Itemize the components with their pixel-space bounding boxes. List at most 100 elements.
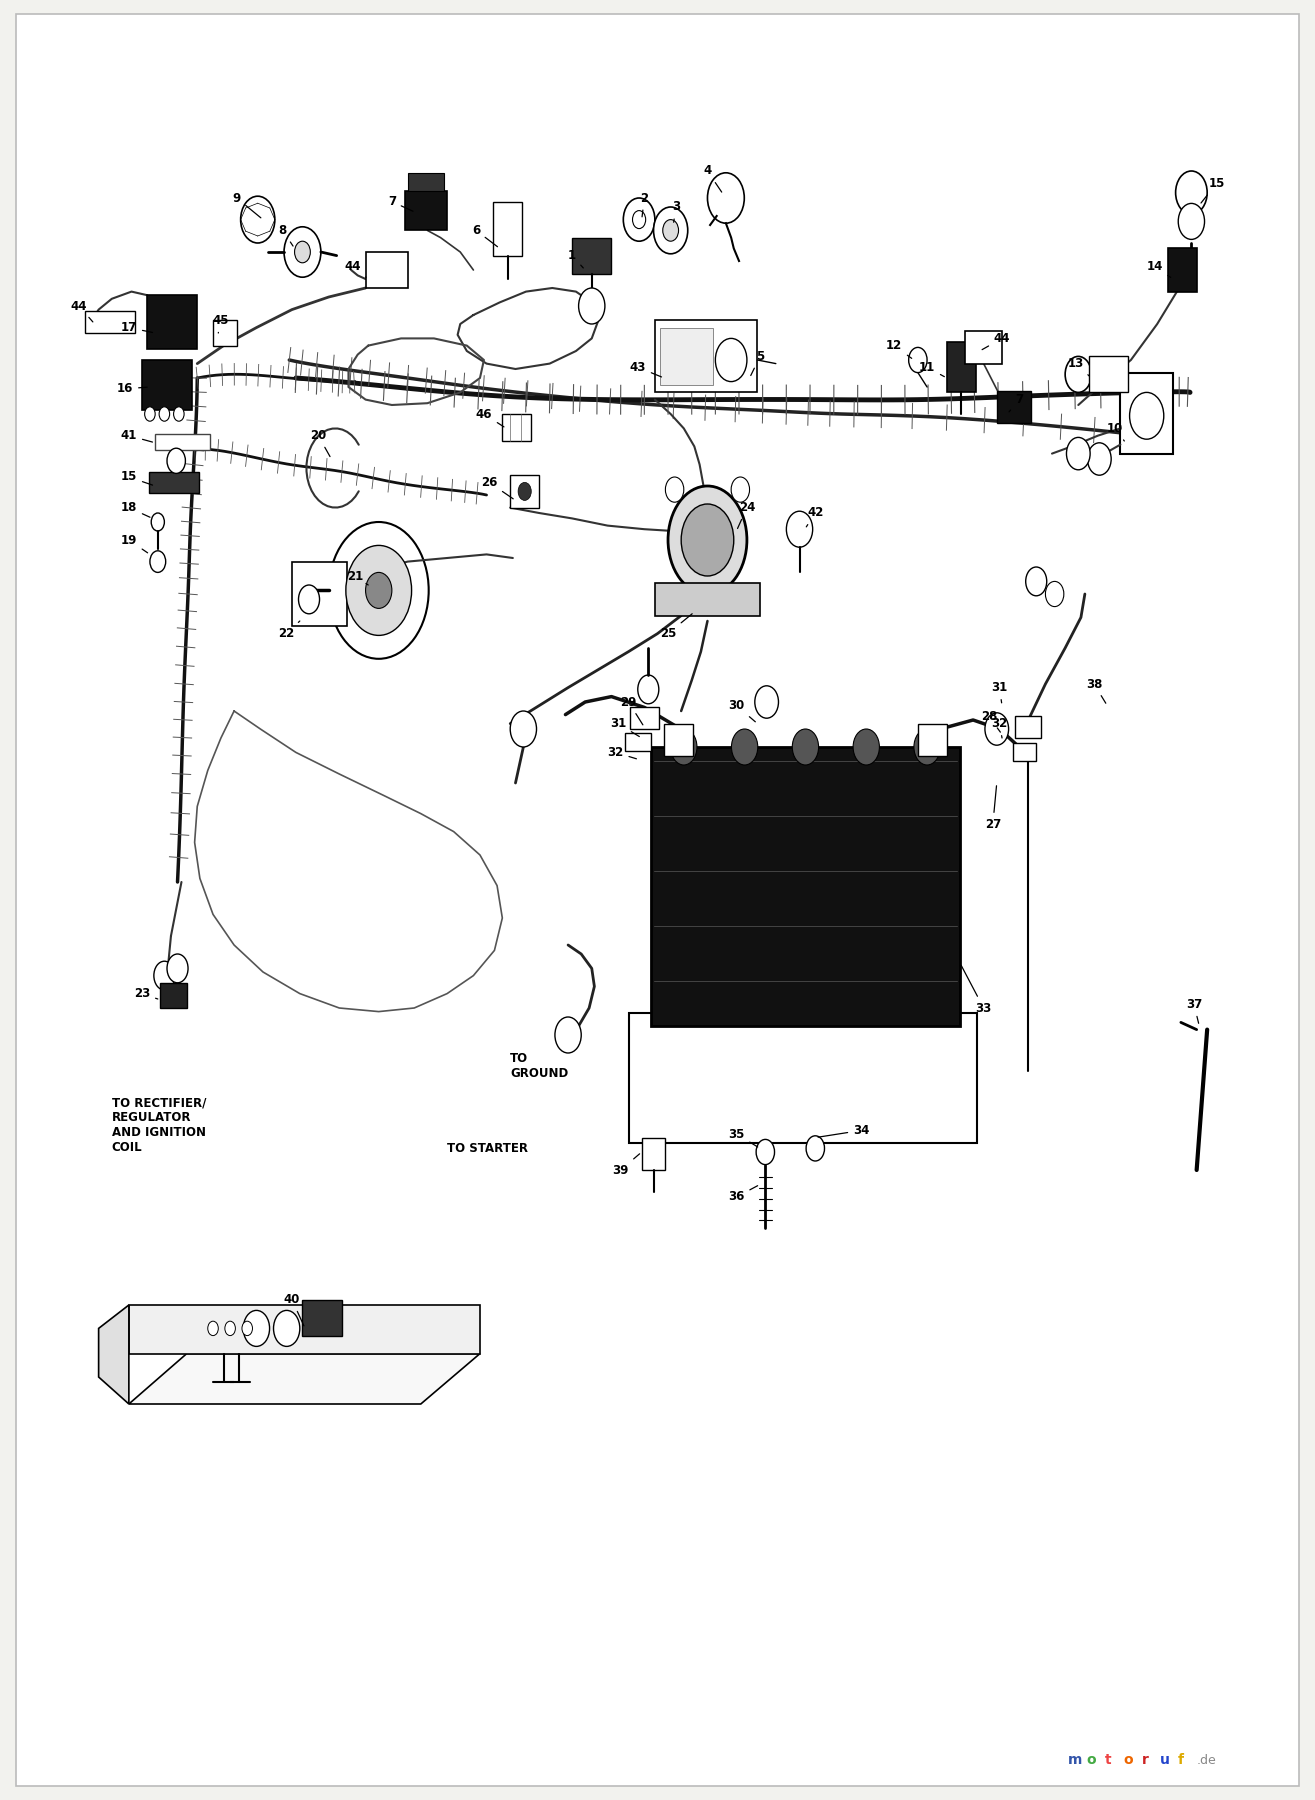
Circle shape: [792, 729, 818, 765]
Text: 8: 8: [279, 223, 293, 247]
Circle shape: [284, 227, 321, 277]
Bar: [1120, 373, 1173, 454]
Bar: [642, 1138, 665, 1170]
Bar: [651, 747, 960, 1026]
Text: 34: 34: [818, 1123, 869, 1138]
Circle shape: [715, 338, 747, 382]
Text: 29: 29: [621, 695, 643, 725]
Text: 6: 6: [472, 223, 497, 247]
Circle shape: [707, 173, 744, 223]
Text: 12: 12: [886, 338, 911, 358]
Circle shape: [154, 961, 175, 990]
Polygon shape: [129, 1305, 480, 1354]
Text: TO STARTER: TO STARTER: [447, 1141, 529, 1156]
Bar: [147, 295, 197, 349]
Bar: [629, 1013, 977, 1143]
Text: 17: 17: [121, 320, 153, 335]
Circle shape: [145, 407, 155, 421]
Bar: [502, 414, 531, 441]
Text: 38: 38: [1086, 677, 1106, 704]
Circle shape: [150, 551, 166, 572]
Bar: [1168, 248, 1197, 292]
Text: 26: 26: [481, 475, 513, 499]
Circle shape: [1066, 437, 1090, 470]
Bar: [155, 434, 210, 450]
Circle shape: [806, 1136, 825, 1161]
Text: 4: 4: [704, 164, 722, 193]
Circle shape: [510, 711, 537, 747]
Circle shape: [167, 954, 188, 983]
Circle shape: [167, 448, 185, 473]
Bar: [149, 472, 199, 493]
Text: 11: 11: [919, 360, 944, 376]
Circle shape: [663, 220, 679, 241]
Circle shape: [633, 211, 646, 229]
Text: 18: 18: [121, 500, 150, 517]
Text: 40: 40: [284, 1292, 304, 1327]
Circle shape: [909, 347, 927, 373]
Polygon shape: [99, 1305, 129, 1404]
Circle shape: [299, 585, 320, 614]
Bar: [965, 331, 1002, 364]
Bar: [366, 252, 408, 288]
Circle shape: [985, 713, 1009, 745]
Text: 25: 25: [660, 614, 692, 641]
Circle shape: [1130, 392, 1164, 439]
Text: 33: 33: [961, 965, 992, 1015]
Bar: [1089, 356, 1128, 392]
Text: t: t: [1105, 1753, 1111, 1768]
Bar: [302, 1300, 342, 1336]
Circle shape: [681, 504, 734, 576]
Bar: [160, 983, 187, 1008]
Bar: [213, 320, 237, 346]
Bar: [918, 724, 947, 756]
Bar: [493, 202, 522, 256]
Circle shape: [853, 729, 880, 765]
Bar: [664, 724, 693, 756]
Text: r: r: [1141, 1753, 1148, 1768]
Text: 22: 22: [279, 621, 300, 641]
Circle shape: [329, 522, 429, 659]
Circle shape: [208, 1321, 218, 1336]
Circle shape: [668, 486, 747, 594]
Text: 32: 32: [608, 745, 636, 760]
Text: 30: 30: [729, 698, 755, 722]
Text: 45: 45: [213, 313, 229, 333]
Circle shape: [159, 407, 170, 421]
Circle shape: [671, 729, 697, 765]
Bar: [1015, 716, 1041, 738]
Text: u: u: [1160, 1753, 1170, 1768]
Text: 44: 44: [71, 299, 93, 322]
Text: 44: 44: [982, 331, 1010, 349]
Text: 36: 36: [729, 1186, 757, 1204]
Circle shape: [665, 477, 684, 502]
Bar: [630, 707, 659, 729]
Text: 19: 19: [121, 533, 147, 553]
Circle shape: [225, 1321, 235, 1336]
Circle shape: [274, 1310, 300, 1346]
Circle shape: [914, 729, 940, 765]
Circle shape: [243, 1310, 270, 1346]
Bar: [997, 391, 1031, 423]
Circle shape: [638, 675, 659, 704]
Text: TO
GROUND: TO GROUND: [510, 1051, 568, 1080]
Text: 31: 31: [992, 680, 1007, 702]
Text: 14: 14: [1147, 259, 1170, 277]
Circle shape: [1088, 443, 1111, 475]
Circle shape: [623, 198, 655, 241]
Text: .de: .de: [1197, 1753, 1216, 1768]
Bar: [292, 562, 347, 626]
Text: 39: 39: [613, 1154, 639, 1177]
Circle shape: [346, 545, 412, 635]
Text: TO RECTIFIER/
REGULATOR
AND IGNITION
COIL: TO RECTIFIER/ REGULATOR AND IGNITION COI…: [112, 1096, 206, 1154]
Circle shape: [366, 572, 392, 608]
Circle shape: [241, 196, 275, 243]
Text: 9: 9: [233, 191, 260, 218]
Circle shape: [654, 207, 688, 254]
Bar: [405, 191, 447, 230]
Circle shape: [518, 482, 531, 500]
Bar: [510, 475, 539, 508]
Text: m: m: [1068, 1753, 1082, 1768]
Text: 24: 24: [738, 500, 755, 529]
Circle shape: [242, 1321, 252, 1336]
